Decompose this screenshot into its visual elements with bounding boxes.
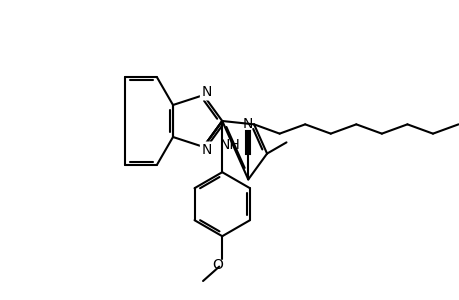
Text: N: N xyxy=(201,85,211,99)
Text: NH: NH xyxy=(219,138,240,152)
Text: N: N xyxy=(201,85,211,99)
Text: N: N xyxy=(242,118,253,131)
Text: N: N xyxy=(201,143,211,157)
Text: O: O xyxy=(211,258,222,272)
Text: N: N xyxy=(201,143,211,157)
Text: N: N xyxy=(201,143,211,157)
Text: N: N xyxy=(201,85,211,99)
